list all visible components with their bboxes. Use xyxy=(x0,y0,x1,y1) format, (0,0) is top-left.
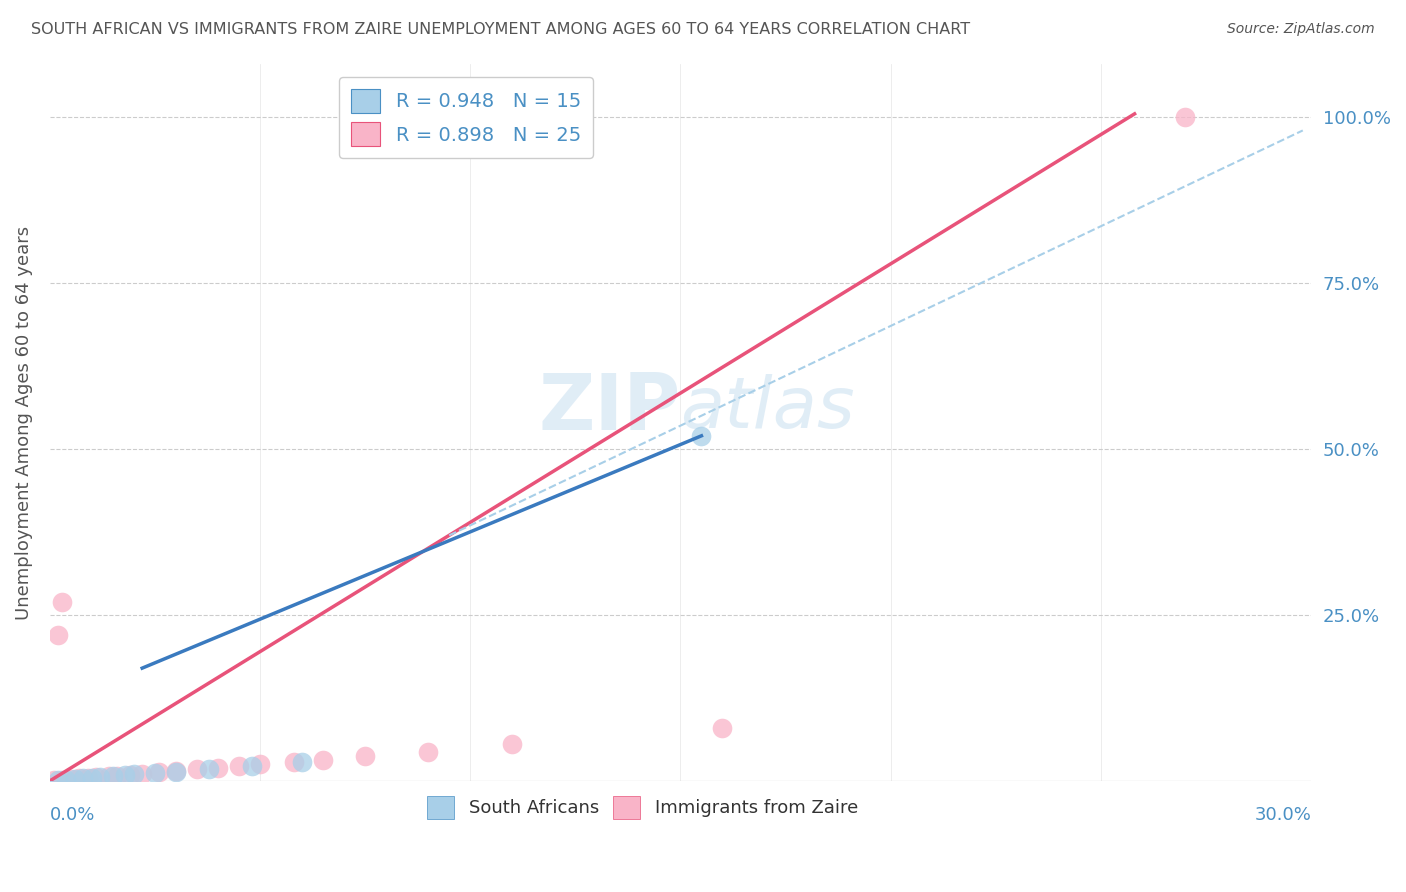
Point xyxy=(80,771,103,785)
Legend: South Africans, Immigrants from Zaire: South Africans, Immigrants from Zaire xyxy=(420,789,865,826)
Point xyxy=(711,721,734,735)
Point xyxy=(51,772,73,787)
Point xyxy=(101,769,124,783)
Point xyxy=(291,756,314,770)
Text: 30.0%: 30.0% xyxy=(1254,806,1312,824)
Point xyxy=(51,595,73,609)
Point xyxy=(501,738,523,752)
Point xyxy=(122,767,145,781)
Point xyxy=(97,769,120,783)
Point xyxy=(240,759,263,773)
Text: SOUTH AFRICAN VS IMMIGRANTS FROM ZAIRE UNEMPLOYMENT AMONG AGES 60 TO 64 YEARS CO: SOUTH AFRICAN VS IMMIGRANTS FROM ZAIRE U… xyxy=(31,22,970,37)
Point xyxy=(249,757,271,772)
Point xyxy=(148,765,170,780)
Text: Source: ZipAtlas.com: Source: ZipAtlas.com xyxy=(1227,22,1375,37)
Point xyxy=(59,772,82,786)
Point xyxy=(89,770,111,784)
Point xyxy=(72,772,94,786)
Point xyxy=(76,771,98,785)
Point xyxy=(55,773,77,788)
Point xyxy=(283,756,305,770)
Point xyxy=(42,773,65,788)
Point xyxy=(198,762,221,776)
Point xyxy=(690,429,713,443)
Point xyxy=(114,768,136,782)
Point xyxy=(46,772,69,787)
Point xyxy=(416,745,439,759)
Text: atlas: atlas xyxy=(681,374,855,442)
Point xyxy=(46,628,69,642)
Point xyxy=(165,764,187,778)
Text: 0.0%: 0.0% xyxy=(49,806,96,824)
Point xyxy=(312,753,335,767)
Point xyxy=(105,769,128,783)
Point xyxy=(84,770,107,784)
Point xyxy=(207,761,229,775)
Point xyxy=(354,748,377,763)
Point xyxy=(143,766,166,780)
Y-axis label: Unemployment Among Ages 60 to 64 years: Unemployment Among Ages 60 to 64 years xyxy=(15,226,32,620)
Point xyxy=(1174,110,1197,124)
Point xyxy=(118,768,141,782)
Point xyxy=(67,772,90,786)
Point xyxy=(165,764,187,779)
Text: ZIP: ZIP xyxy=(538,370,681,446)
Point xyxy=(186,762,208,776)
Point xyxy=(228,759,250,773)
Point xyxy=(131,766,153,780)
Point xyxy=(63,772,86,786)
